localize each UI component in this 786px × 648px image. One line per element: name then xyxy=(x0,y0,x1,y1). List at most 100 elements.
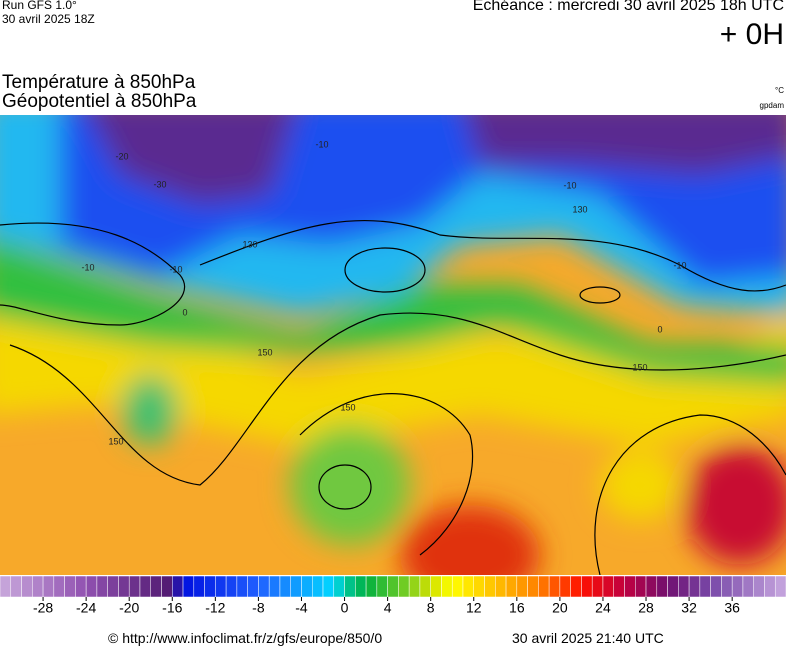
unit: °C xyxy=(775,86,784,95)
colorbar-swatch xyxy=(118,576,130,598)
contour-label: 150 xyxy=(632,362,647,372)
contour-label: -10 xyxy=(673,260,686,270)
colorbar-swatch xyxy=(419,576,431,598)
colorbar-swatch xyxy=(699,576,711,598)
colorbar-swatch xyxy=(311,576,324,598)
colorbar-swatch xyxy=(398,576,410,598)
run: Run GFS 1.0° xyxy=(2,0,77,12)
contour-label: 150 xyxy=(340,402,355,412)
contour-label: 0 xyxy=(182,307,187,317)
contour-label: 0 xyxy=(657,324,662,334)
colorbar-swatch xyxy=(548,576,561,598)
colorbar-swatch xyxy=(301,576,313,598)
colorbar: -28 -24 -20 -16 -12 -8 -4 0 4 8 12 16 20 24 28 32 36 xyxy=(0,576,786,616)
colorbar-swatch xyxy=(764,576,776,598)
colorbar-swatch xyxy=(204,576,216,598)
contour-label: -10 xyxy=(563,180,576,190)
colorbar-swatch xyxy=(247,576,259,598)
colorbar-swatch xyxy=(258,576,270,598)
colorbar-tick-label: 4 xyxy=(384,600,392,616)
colorbar-swatch xyxy=(721,576,733,598)
colorbar-tick-label: 36 xyxy=(724,600,740,616)
colorbar-tick-label: -20 xyxy=(119,600,139,616)
colorbar-swatch xyxy=(85,576,98,598)
colorbar-swatch xyxy=(688,576,701,598)
colorbar-swatch xyxy=(473,576,485,598)
contour-label: -20 xyxy=(115,151,128,161)
colorbar-swatch xyxy=(21,576,33,598)
colorbar-swatch xyxy=(333,576,345,598)
colorbar-swatch xyxy=(172,576,184,598)
colorbar-swatch xyxy=(225,576,238,598)
colorbar-swatch xyxy=(322,576,335,598)
colorbar-swatch xyxy=(10,576,22,598)
colorbar-tick-label: -24 xyxy=(76,600,96,616)
colorbar-swatch xyxy=(268,576,281,598)
colorbar-swatch xyxy=(495,576,507,598)
colorbar-swatch xyxy=(527,576,539,598)
colorbar-swatch xyxy=(0,576,12,598)
colorbar-tick-label: -4 xyxy=(295,600,308,616)
colorbar-swatch xyxy=(602,576,614,598)
colorbar-swatch xyxy=(42,576,55,598)
run-date: 30 avril 2025 18Z xyxy=(2,12,95,26)
colorbar-swatch xyxy=(150,576,162,598)
colorbar-tick-label: 16 xyxy=(509,600,525,616)
title: Température à 850hPa xyxy=(2,72,196,93)
colorbar-swatch xyxy=(408,576,421,598)
colorbar-tick-label: -16 xyxy=(162,600,182,616)
colorbar-swatch xyxy=(182,576,195,598)
colorbar-swatch xyxy=(559,576,571,598)
colorbar-swatch xyxy=(731,576,744,598)
footer-url: © http://www.infoclimat.fr/z/gfs/europe/… xyxy=(108,630,383,646)
colorbar-swatch xyxy=(32,576,44,598)
contour-label: -10 xyxy=(169,264,182,274)
colorbar-swatch xyxy=(462,576,475,598)
colorbar-swatch xyxy=(678,576,690,598)
colorbar-swatch xyxy=(516,576,528,598)
colorbar-swatch xyxy=(236,576,248,598)
colorbar-swatch xyxy=(139,576,151,598)
colorbar-swatch xyxy=(581,576,593,598)
colorbar-swatch xyxy=(710,576,722,598)
colorbar-swatch xyxy=(742,576,754,598)
colorbar-swatch xyxy=(344,576,356,598)
colorbar-swatch xyxy=(193,576,205,598)
contour-label: -10 xyxy=(81,262,94,272)
colorbar-swatch xyxy=(355,576,367,598)
colorbar-swatch xyxy=(365,576,378,598)
lead-time: + 0H xyxy=(719,18,784,51)
contour-label: 150 xyxy=(108,436,123,446)
colorbar-swatch xyxy=(107,576,119,598)
colorbar-swatch xyxy=(279,576,291,598)
colorbar-swatch xyxy=(624,576,636,598)
colorbar-swatch xyxy=(538,576,550,598)
colorbar-tick-label: 0 xyxy=(341,600,349,616)
colorbar-swatch xyxy=(774,576,786,598)
colorbar-swatch xyxy=(591,576,604,598)
contour-label: 130 xyxy=(242,239,257,249)
colorbar-swatch xyxy=(376,576,388,598)
colorbar-swatch xyxy=(161,576,173,598)
unit: gpdam xyxy=(759,101,784,110)
colorbar-tick-label: 32 xyxy=(681,600,697,616)
colorbar-tick-label: 24 xyxy=(595,600,611,616)
colorbar-swatch xyxy=(505,576,518,598)
map: -20 -30 -10 -10 -10 -10 -10 130 130 150 150 150 150 0… xyxy=(0,115,786,575)
colorbar-swatch xyxy=(430,576,442,598)
colorbar-swatch xyxy=(753,576,765,598)
colorbar-swatch xyxy=(635,576,647,598)
colorbar-swatch xyxy=(96,576,108,598)
colorbar-tick-label: 20 xyxy=(552,600,568,616)
contour-label: 150 xyxy=(257,347,272,357)
colorbar-swatch xyxy=(667,576,679,598)
colorbar-swatch xyxy=(387,576,399,598)
colorbar-swatch xyxy=(64,576,76,598)
footer-timestamp: 30 avril 2025 21:40 UTC xyxy=(512,630,664,646)
colorbar-swatch xyxy=(128,576,141,598)
colorbar-tick-label: -8 xyxy=(252,600,265,616)
colorbar-tick-label: 28 xyxy=(638,600,654,616)
contour-label: 130 xyxy=(572,204,587,214)
colorbar-tick-label: 8 xyxy=(427,600,435,616)
